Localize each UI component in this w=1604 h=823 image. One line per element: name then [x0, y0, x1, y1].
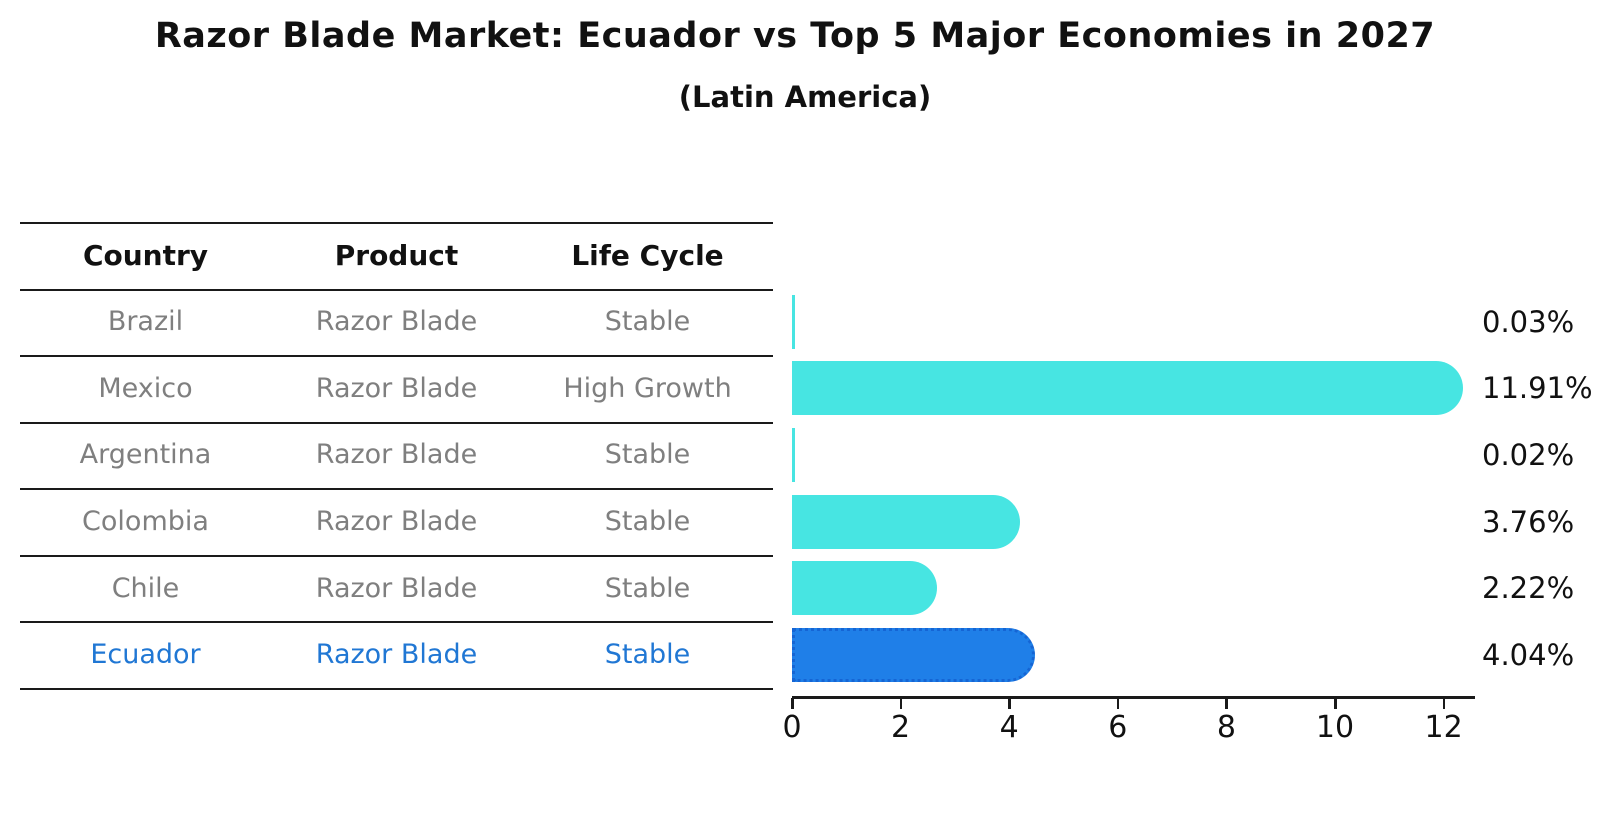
x-axis-tick: [1442, 698, 1446, 709]
life-cycle-cell: Stable: [604, 439, 691, 471]
country-cell: Mexico: [98, 372, 193, 404]
life-cycle-cell: Stable: [604, 306, 691, 338]
life-cycle-cell: Stable: [604, 639, 691, 671]
table-separator-line: [20, 288, 773, 291]
bar-value-label: 2.22%: [1482, 571, 1575, 606]
table-separator-line: [20, 355, 773, 358]
product-cell: Razor Blade: [315, 439, 478, 471]
product-cell: Razor Blade: [315, 639, 478, 671]
table-row: Mexico Razor Blade High Growth: [20, 355, 773, 422]
bar-value-label: 0.03%: [1482, 304, 1575, 339]
column-header: Product: [334, 238, 459, 272]
life-cycle-cell: Stable: [604, 506, 691, 538]
product-cell: Razor Blade: [315, 306, 478, 338]
country-cell: Colombia: [82, 506, 209, 538]
table-row: Chile Razor Blade Stable: [20, 555, 773, 622]
table-separator-line: [20, 621, 773, 624]
chart-title: Razor Blade Market: Ecuador vs Top 5 Maj…: [154, 16, 1436, 56]
table-row: Brazil Razor Blade Stable: [20, 289, 773, 356]
table-separator-line: [20, 554, 773, 557]
x-axis-tick: [1225, 698, 1228, 709]
x-axis-tick: [1334, 698, 1337, 709]
column-header: Country: [82, 238, 209, 272]
table-separator-line: [20, 488, 773, 491]
bar-value-label: 0.02%: [1482, 437, 1575, 472]
x-axis-tick: [899, 698, 903, 709]
product-cell: Razor Blade: [315, 372, 478, 404]
x-axis-tick-label: 10: [1315, 710, 1355, 745]
product-cell: Razor Blade: [315, 506, 478, 538]
bar-colombia: [792, 494, 1021, 549]
country-cell: Chile: [111, 572, 180, 604]
bar-chile: [792, 561, 937, 616]
product-cell: Razor Blade: [315, 572, 478, 604]
table-row: Ecuador Razor Blade Stable: [20, 621, 773, 688]
country-cell: Ecuador: [90, 639, 201, 671]
x-axis-tick-label: 6: [1108, 710, 1128, 745]
bar-argentina: [792, 427, 795, 482]
life-cycle-cell: Stable: [604, 572, 691, 604]
table-separator-line: [20, 687, 773, 690]
bar-mexico: [792, 361, 1463, 416]
x-axis-tick-label: 4: [999, 710, 1019, 745]
bar-brazil: [792, 294, 795, 349]
bar-value-label: 11.91%: [1482, 371, 1593, 406]
country-cell: Brazil: [107, 306, 184, 338]
table-row: Argentina Razor Blade Stable: [20, 422, 773, 489]
x-axis-tick-label: 0: [782, 710, 802, 745]
table-separator-line: [20, 421, 773, 424]
column-header: Life Cycle: [571, 238, 724, 272]
bar-ecuador: [792, 627, 1036, 682]
x-axis-tick: [1116, 698, 1120, 709]
bar-value-label: 4.04%: [1482, 637, 1575, 672]
life-cycle-cell: High Growth: [563, 372, 732, 404]
country-cell: Argentina: [79, 439, 212, 471]
table-header-row: Country Product Life Cycle: [20, 222, 773, 289]
table-separator-line: [20, 222, 773, 224]
x-axis-tick: [1008, 698, 1011, 709]
x-axis-tick-label: 12: [1424, 710, 1463, 745]
chart-subtitle: (Latin America): [678, 80, 932, 114]
x-axis-tick: [791, 698, 794, 709]
x-axis-tick-label: 2: [891, 710, 911, 745]
table-row: Colombia Razor Blade Stable: [20, 488, 773, 555]
x-axis-line: [792, 696, 1475, 699]
x-axis-tick-label: 8: [1216, 710, 1236, 745]
bar-value-label: 3.76%: [1482, 504, 1575, 539]
